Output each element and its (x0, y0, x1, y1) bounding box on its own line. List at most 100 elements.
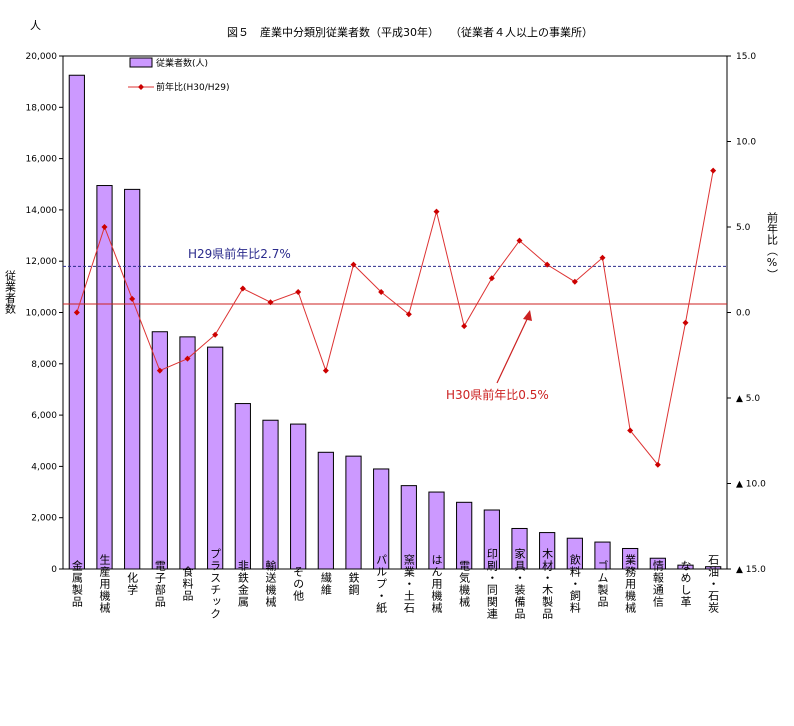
bar-13 (428, 491, 445, 570)
y-tick-label: 16,000 (26, 155, 58, 165)
bar-8 (290, 423, 307, 570)
bar-1 (96, 185, 113, 570)
y-tick-label: 14,000 (26, 206, 58, 216)
category-label-16: 家具・装備品 (513, 547, 526, 620)
ratio-point-14 (461, 323, 468, 330)
category-label-0: 金属製品 (70, 559, 83, 608)
category-label-12: 窯業・土石 (402, 553, 415, 614)
bar-19 (594, 541, 611, 570)
category-labels: 金属製品 生産用機械 化学 電子部品 食料品 プラスチック 非鉄金属 輸送機械 その他 繊維 鉄鋼パ… (70, 547, 719, 620)
bar-2 (124, 188, 141, 570)
category-label-18: 飲料・飼料 (568, 553, 581, 614)
ratio-point-2 (129, 295, 136, 302)
category-label-20: 業務用機械 (624, 554, 637, 614)
axis-titles: 従業者数 前年比（%） (4, 211, 779, 315)
category-label-10: 鉄鋼 (347, 571, 360, 596)
y-tick-label: 18,000 (26, 103, 58, 113)
y2-tick-label: ▲ 5.0 (736, 394, 760, 404)
ratio-point-13 (433, 208, 440, 215)
bar-6 (234, 403, 251, 570)
y2-tick-label: 10.0 (736, 138, 756, 148)
y-tick-label: 12,000 (26, 257, 58, 267)
bar-9 (317, 451, 334, 570)
bar-17 (539, 532, 556, 570)
ratio-point-4 (184, 355, 191, 362)
ratio-point-19 (599, 254, 606, 261)
ratio-point-3 (156, 367, 163, 374)
ratio-point-18 (571, 278, 578, 285)
legend-label-bar: 従業者数(人) (156, 57, 208, 69)
reference-arrow (496, 312, 531, 384)
ratio-point-16 (516, 237, 523, 244)
ratio-point-9 (322, 367, 329, 374)
category-label-7: 輸送機械 (264, 559, 277, 608)
y-tick-label: 6,000 (31, 411, 57, 421)
bar-11 (373, 468, 390, 570)
y2-tick-label: 5.0 (736, 223, 751, 233)
ratio-point-17 (544, 261, 551, 268)
ratio-point-5 (212, 331, 219, 338)
y2-tick-label: 0.0 (736, 309, 751, 319)
category-label-23: 石油・石炭 (707, 554, 720, 614)
ratio-polyline (76, 170, 714, 466)
reference-lines: H29県前年比2.7% H30県前年比0.5% (63, 246, 727, 402)
reference-label-h29: H29県前年比2.7% (188, 246, 291, 261)
category-label-1: 生産用機械 (98, 553, 111, 614)
bar-4 (179, 336, 196, 570)
ratio-point-15 (488, 275, 495, 282)
category-label-17: 木材・木製品 (541, 548, 554, 620)
bar-22 (677, 564, 694, 570)
y-tick-label: 2,000 (31, 514, 57, 524)
ratio-point-23 (710, 167, 717, 174)
ratio-point-0 (73, 309, 80, 316)
bar-20 (622, 547, 639, 570)
category-label-4: 食料品 (181, 565, 194, 602)
ratio-point-11 (378, 288, 385, 295)
bar-16 (511, 527, 528, 570)
bar-18 (566, 537, 583, 570)
bar-10 (345, 455, 362, 570)
category-label-22: なめし革 (679, 560, 692, 608)
bar-3 (151, 331, 168, 570)
category-label-11: パルプ・紙 (375, 554, 388, 614)
legend-label-line: 前年比(H30/H29) (156, 81, 230, 93)
bar-15 (483, 509, 500, 570)
y2-tick-label: ▲ 15.0 (736, 565, 766, 575)
legend: 従業者数(人) 前年比(H30/H29) (128, 57, 230, 93)
y-axis-title-left: 従業者数 (4, 270, 17, 315)
category-label-5: プラスチック (209, 548, 222, 620)
category-label-2: 化学 (126, 571, 139, 596)
category-label-21: 情報通信 (651, 560, 664, 608)
bar-23 (705, 566, 722, 570)
bars (68, 74, 722, 570)
ratio-point-7 (267, 299, 274, 306)
ratio-point-22 (682, 319, 689, 326)
y2-tick-label: ▲ 10.0 (736, 480, 766, 490)
ratio-point-1 (101, 224, 108, 230)
y-tick-label: 8,000 (31, 360, 57, 370)
bar-14 (456, 501, 473, 570)
bar-7 (262, 419, 279, 570)
ratio-point-21 (654, 461, 661, 468)
ratio-line (73, 167, 717, 468)
bar-5 (207, 346, 224, 570)
reference-label-h30: H30県前年比0.5% (446, 387, 549, 402)
category-label-13: はん用機械 (430, 554, 443, 614)
legend-swatch-marker (138, 84, 144, 90)
category-label-15: 印刷・同関連 (485, 548, 498, 620)
legend-swatch-bar (129, 57, 153, 68)
ratio-point-12 (405, 311, 412, 318)
y-tick-label: 0 (51, 565, 57, 575)
ratio-point-20 (627, 427, 634, 434)
category-label-8: その他 (292, 566, 305, 602)
ratio-point-6 (239, 285, 246, 292)
category-label-6: 非鉄金属 (236, 560, 249, 608)
category-label-19: ゴム製品 (596, 559, 609, 608)
bar-0 (68, 74, 85, 570)
bar-12 (400, 485, 417, 570)
bar-21 (649, 557, 666, 570)
chart-title: 図５ 産業中分類別従業者数（平成30年） （従業者４人以上の事業所） (227, 25, 593, 39)
y-tick-label: 4,000 (31, 462, 57, 472)
y-axis-title-right: 前年比（%） (766, 211, 779, 280)
